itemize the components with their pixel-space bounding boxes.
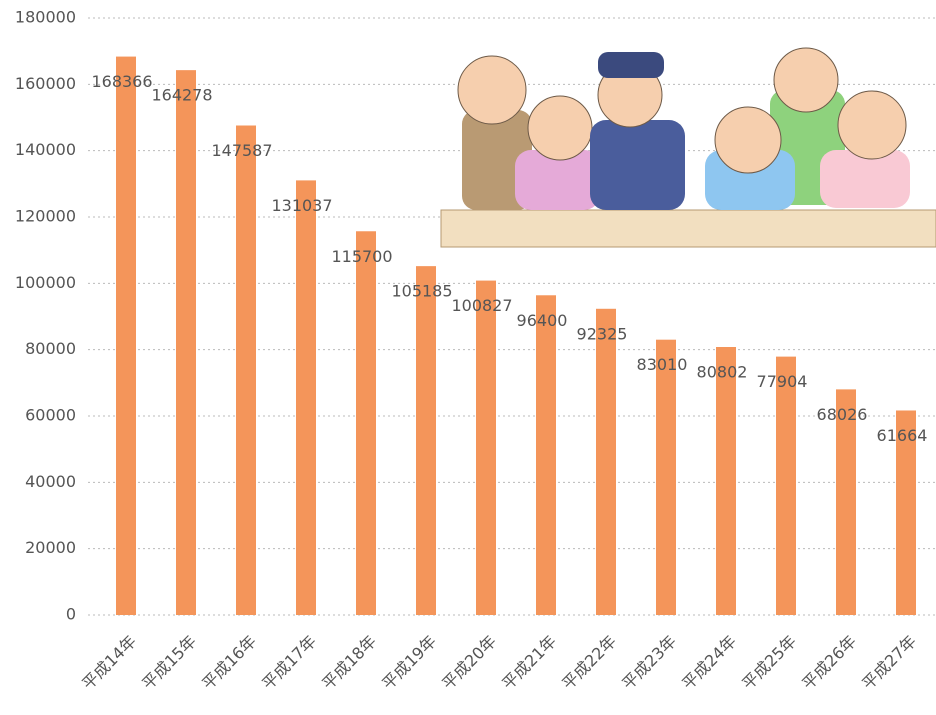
x-tick-label: 平成17年 <box>258 632 320 694</box>
data-label: 115700 <box>331 247 392 266</box>
y-tick-label: 160000 <box>15 74 76 93</box>
x-tick-label: 平成18年 <box>318 632 380 694</box>
y-tick-label: 20000 <box>25 538 76 557</box>
x-tick-label: 平成15年 <box>138 632 200 694</box>
data-label: 61664 <box>877 426 928 445</box>
x-tick-label: 平成23年 <box>618 632 680 694</box>
police <box>590 120 685 210</box>
data-label: 92325 <box>577 324 628 343</box>
bar <box>656 340 676 615</box>
data-label: 68026 <box>817 405 868 424</box>
bar <box>536 295 556 615</box>
bar <box>476 281 496 615</box>
bar <box>296 180 316 615</box>
x-tick-label: 平成27年 <box>858 632 920 694</box>
x-tick-label: 平成21年 <box>498 632 560 694</box>
illustration <box>441 48 936 247</box>
head <box>774 48 838 112</box>
y-tick-label: 60000 <box>25 406 76 425</box>
y-tick-label: 0 <box>66 605 76 624</box>
data-label: 96400 <box>517 311 568 330</box>
bar <box>716 347 736 615</box>
bar <box>416 266 436 615</box>
bar <box>116 57 136 615</box>
bar <box>236 126 256 615</box>
bar <box>176 70 196 615</box>
x-tick-label: 平成24年 <box>678 632 740 694</box>
y-tick-label: 180000 <box>15 8 76 27</box>
x-tick-label: 平成16年 <box>198 632 260 694</box>
x-tick-label: 平成20年 <box>438 632 500 694</box>
chart: 0 20000 40000 60000 80000 100000 120000 140000 1… <box>0 0 936 715</box>
data-label: 83010 <box>637 355 688 374</box>
y-tick-label: 100000 <box>15 273 76 292</box>
data-label: 164278 <box>151 86 212 105</box>
x-tick-label: 平成25年 <box>738 632 800 694</box>
bar <box>356 231 376 615</box>
data-label: 131037 <box>271 196 332 215</box>
data-label: 100827 <box>451 296 512 315</box>
y-tick-label: 80000 <box>25 339 76 358</box>
x-tick-label: 平成22年 <box>558 632 620 694</box>
data-label: 77904 <box>757 372 808 391</box>
bar <box>596 309 616 615</box>
bar <box>776 357 796 615</box>
head <box>715 107 781 173</box>
cap <box>598 52 664 78</box>
head <box>528 96 592 160</box>
data-label: 147587 <box>211 141 272 160</box>
head <box>458 56 526 124</box>
data-label: 168366 <box>91 72 152 91</box>
x-tick-label: 平成26年 <box>798 632 860 694</box>
y-tick-label: 120000 <box>15 207 76 226</box>
data-label: 80802 <box>697 363 748 382</box>
y-tick-label: 40000 <box>25 472 76 491</box>
x-tick-label: 平成19年 <box>378 632 440 694</box>
page: 0 20000 40000 60000 80000 100000 120000 140000 1… <box>0 0 936 715</box>
counter <box>441 210 936 247</box>
y-tick-label: 140000 <box>15 140 76 159</box>
x-tick-label: 平成14年 <box>78 632 140 694</box>
head <box>838 91 906 159</box>
data-label: 105185 <box>391 282 452 301</box>
